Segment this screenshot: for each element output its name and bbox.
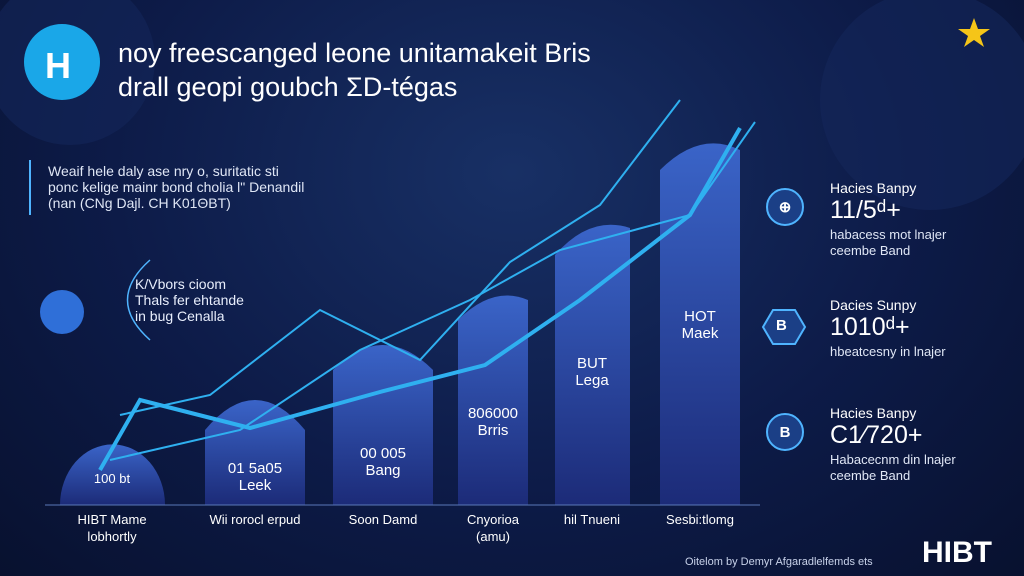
axis-label-line: Soon Damd	[348, 512, 418, 527]
bar-label-line: Leek	[238, 477, 272, 494]
card-value: C1⁄720+	[830, 421, 923, 449]
card-desc-line: hbeatcesny in lnajer	[830, 344, 946, 359]
card-title: Dacies Sunpy	[830, 297, 917, 313]
card-desc-line: ceembe Band	[830, 243, 911, 258]
card-value: 11/5ᵈ+	[830, 196, 901, 224]
bar-label-line: Maek	[681, 325, 719, 342]
logo-letter: H	[45, 45, 71, 86]
card-desc-line: Habacecnm din lnajer	[830, 452, 956, 467]
bar-label-line: 100 bt	[93, 471, 131, 486]
brand: HIBT	[922, 536, 992, 569]
bar-label-line: 806000	[467, 405, 519, 422]
card-value: 1010ᵈ+	[830, 313, 910, 341]
star	[958, 18, 990, 47]
bar	[458, 295, 528, 505]
intro-line: Weaif hele daly ase nry o, suritatic sti	[48, 163, 279, 179]
card-desc: Habacecnm din lnajer ceembe Band	[830, 452, 956, 484]
bar-label: 00 005 Bang	[360, 445, 406, 479]
intro: Weaif hele daly ase nry o, suritatic sti…	[48, 163, 304, 211]
axis-label: hil Tnueni	[564, 511, 620, 528]
axis-label-line: HIBT Mame	[77, 512, 147, 527]
card-icon: ⊕	[766, 188, 804, 226]
axis-label: Cnyorioa (amu)	[467, 511, 519, 545]
axis-label-line: Wii rorocl erpud	[209, 512, 301, 527]
axis-label: Soon Damd	[349, 511, 418, 528]
card-icon: B	[776, 317, 787, 334]
intro-line: (nan (CNg Dajl. CH K01ΘBT)	[48, 195, 231, 211]
title: noy freescanged leone unitamakeit Bris dr…	[118, 36, 591, 104]
callout-line: in bug Cenalla	[135, 308, 225, 324]
bar-label-line: Lega	[575, 372, 609, 389]
callout-line: Thals fer ehtande	[135, 292, 244, 308]
trend-line	[119, 99, 681, 416]
trend-line	[109, 121, 756, 461]
logo-circle	[24, 24, 100, 100]
bar-label: HOT Maek	[682, 308, 719, 342]
bar-label: 01 5a05 Leek	[228, 460, 282, 494]
card-desc: habacess mot lnajer ceembe Band	[830, 227, 946, 259]
axis-label-line: Cnyorioa	[466, 512, 520, 527]
bar-label: BUT Lega	[575, 355, 608, 389]
bar	[555, 224, 630, 505]
callout-icon	[40, 290, 84, 334]
title-line: noy freescanged leone unitamakeit Bris	[118, 38, 591, 68]
bar-label: 100 bt	[94, 470, 130, 487]
bar-label-line: Bang	[365, 462, 401, 479]
card-desc: hbeatcesny in lnajer	[830, 344, 946, 360]
bar-label-line: HOT	[684, 308, 716, 325]
card-title: Hacies Banpy	[830, 180, 917, 196]
axis-label-line: hil Tnueni	[563, 512, 621, 527]
card-desc-line: habacess mot lnajer	[830, 227, 947, 242]
bar	[205, 400, 305, 505]
bar-label: 806000 Brris	[468, 405, 518, 439]
card-icon: B	[766, 413, 804, 451]
axis-label: Sesbi:tlomg	[666, 511, 734, 528]
axis-label-line: Sesbi:tlomg	[666, 512, 734, 527]
card-desc-line: ceembe Band	[830, 468, 911, 483]
deco-circle	[820, 0, 1024, 210]
trend-line	[98, 127, 742, 471]
bar-label-line: 00 005	[360, 445, 406, 462]
credit: Oitelom by Demyr Afgaradlelfemds ets	[685, 556, 873, 568]
card-hex	[761, 309, 807, 345]
bar-label-line: Brris	[477, 422, 509, 439]
bar	[60, 444, 165, 505]
bracket	[126, 259, 151, 341]
bar-label-line: BUT	[577, 355, 607, 372]
bar-label-line: 01 5a05	[227, 460, 283, 477]
callout: K/Vbors cioom Thals fer ehtande in bug Cen…	[135, 276, 244, 324]
axis-label-line: lobhortly	[87, 529, 137, 544]
intro-line: ponc kelige mainr bond cholia l" Denandi…	[48, 179, 305, 195]
axis-label-line: (amu)	[476, 529, 510, 544]
title-line: drall geopi goubch ΣD-tégas	[118, 72, 458, 102]
bar	[333, 345, 433, 505]
axis-label: HIBT Mame lobhortly	[77, 511, 146, 545]
callout-line: K/Vbors cioom	[135, 276, 227, 292]
card-title: Hacies Banpy	[830, 405, 917, 421]
bar	[660, 143, 740, 506]
axis-label: Wii rorocl erpud	[209, 511, 300, 528]
